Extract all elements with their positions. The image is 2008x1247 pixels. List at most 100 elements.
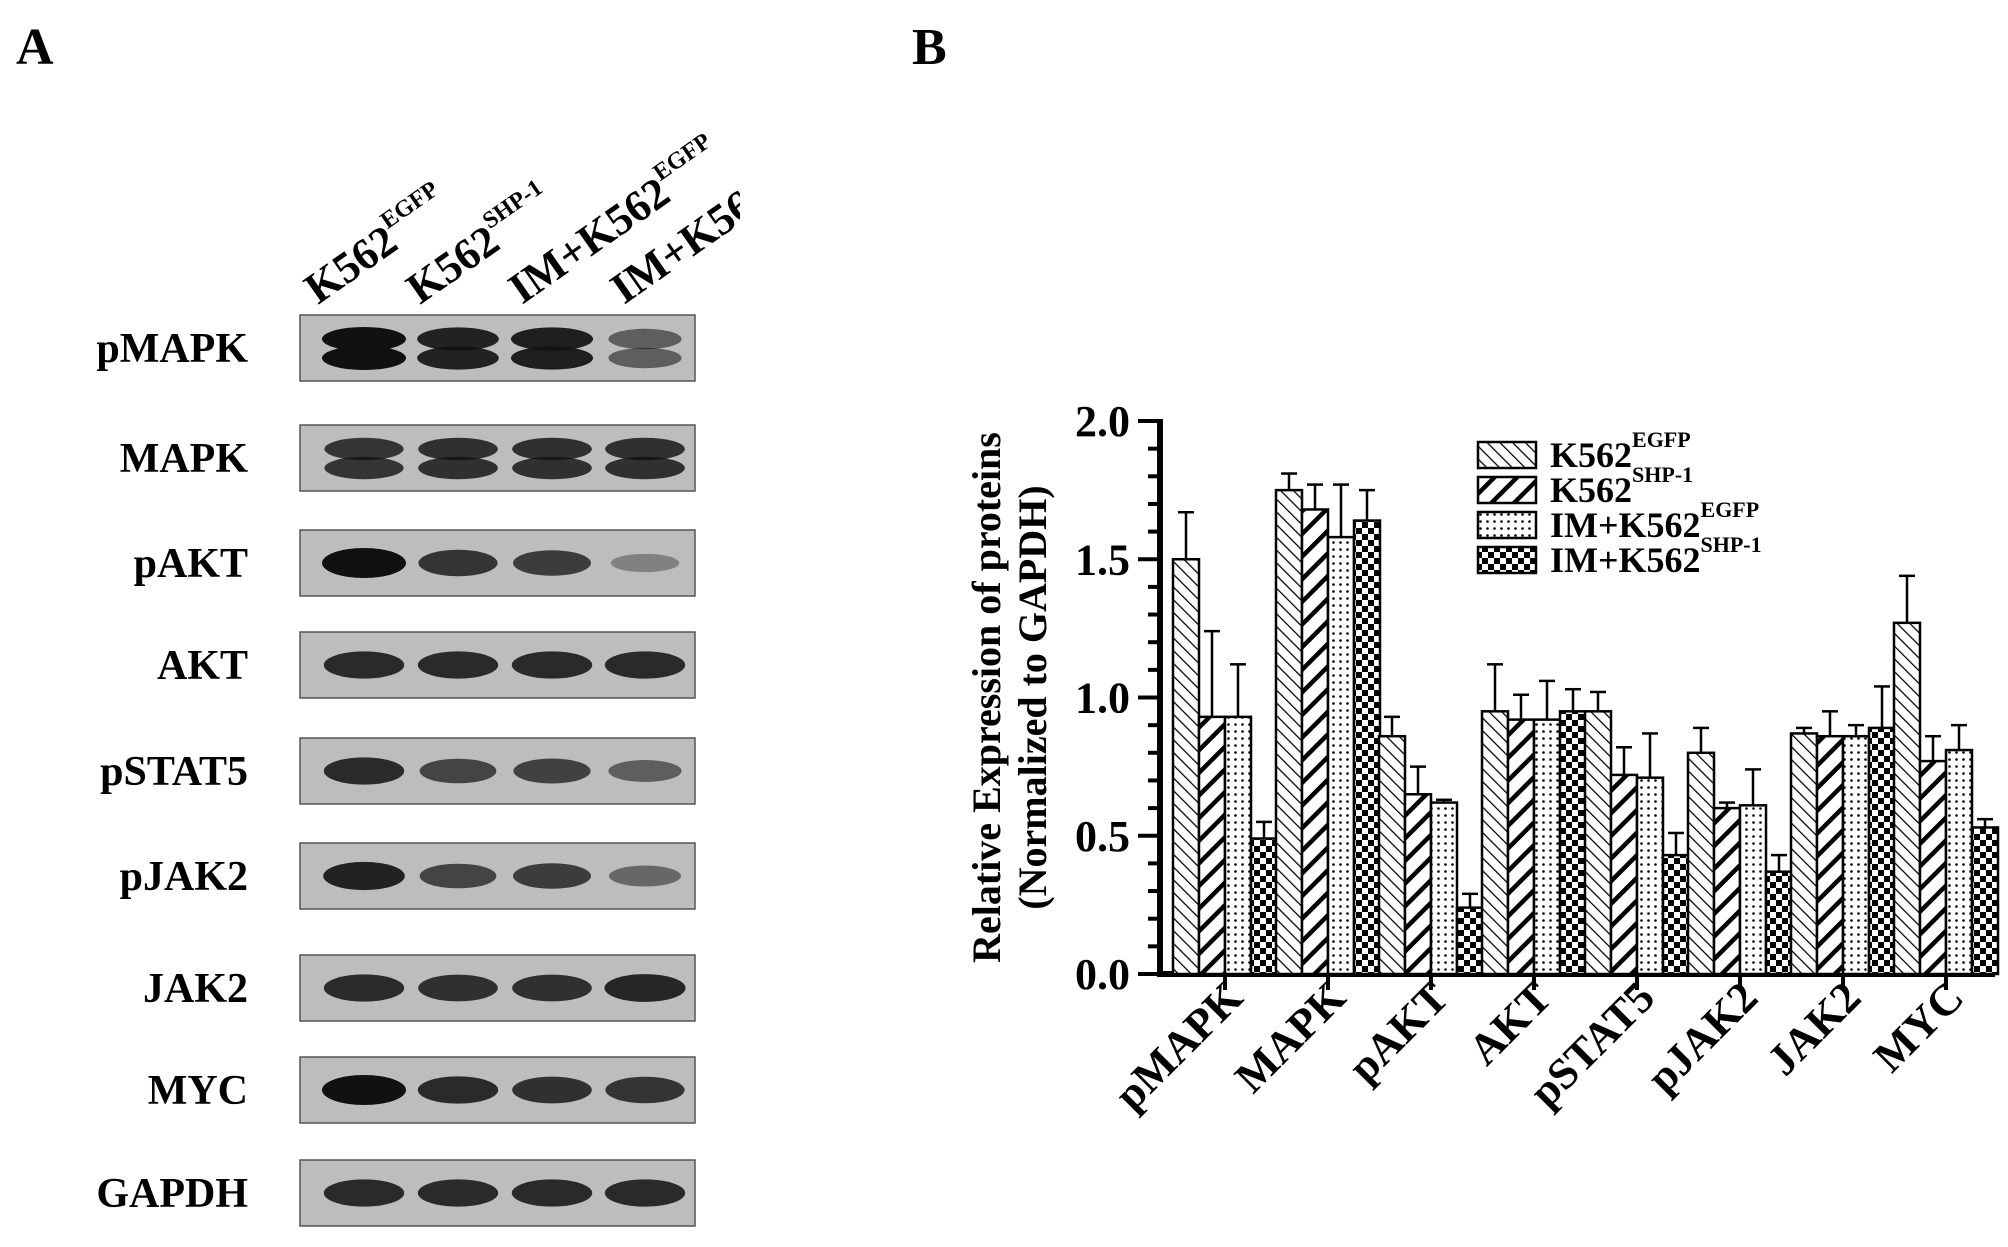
x-tick-label: pAKT	[1339, 972, 1458, 1091]
blot-band	[324, 456, 404, 480]
bar	[1223, 715, 1253, 976]
blot-band	[323, 757, 405, 785]
bar	[1635, 776, 1665, 976]
y-tick-label: 1.0	[1075, 674, 1130, 723]
bar	[1841, 734, 1871, 976]
blot-band	[513, 550, 591, 576]
blot-row-label: JAK2	[143, 966, 248, 1012]
blot-band	[417, 346, 499, 370]
x-tick-label: JAK2	[1758, 972, 1870, 1084]
bar	[1558, 710, 1588, 976]
blot-band	[610, 553, 680, 573]
bar	[1944, 748, 1974, 976]
blot-band	[513, 863, 591, 889]
blot-band	[609, 865, 681, 887]
bar	[1403, 793, 1433, 976]
blot-band	[322, 1075, 406, 1105]
blot-band	[511, 1179, 593, 1207]
blot-band	[418, 549, 498, 577]
bar	[1429, 801, 1459, 976]
bar	[1789, 732, 1819, 976]
blot-band	[605, 437, 685, 461]
blot-row: JAK2	[143, 954, 696, 1022]
blot-row: MYC	[148, 1056, 696, 1124]
blot-band	[605, 456, 685, 480]
blot-band	[322, 548, 406, 578]
blot-band	[608, 328, 682, 350]
blot-row-label: pMAPK	[96, 326, 248, 372]
blot-band	[322, 327, 406, 351]
blot-band	[512, 437, 592, 461]
bar	[1480, 710, 1510, 976]
blot-row: pJAK2	[120, 842, 696, 910]
bar	[1918, 759, 1948, 976]
bar	[1274, 488, 1304, 976]
bar	[1712, 806, 1742, 976]
blot-band	[418, 974, 498, 1002]
x-tick-label: pJAK2	[1637, 972, 1767, 1102]
bar	[1249, 837, 1279, 976]
y-tick-label: 2.0	[1075, 397, 1130, 446]
blot-row-label: MYC	[148, 1068, 248, 1114]
blot-row: pSTAT5	[100, 737, 696, 805]
blot-band	[417, 651, 499, 679]
blot-band	[604, 651, 686, 679]
western-blot-panel: K562EGFPK562SHP-1IM+K562EGFPIM+K562SHP-1…	[96, 128, 740, 1227]
blot-band	[323, 861, 405, 891]
blot-band	[608, 760, 682, 782]
legend-swatch	[1476, 475, 1538, 505]
blot-band	[511, 651, 593, 679]
blot-band	[322, 346, 406, 370]
blot-row: GAPDH	[96, 1159, 696, 1227]
blot-row-label: pJAK2	[120, 854, 248, 900]
x-tick-label: MAPK	[1225, 972, 1355, 1102]
blot-band	[608, 347, 682, 369]
y-axis-label: Relative Expression of proteins	[964, 432, 1009, 963]
legend-swatch	[1476, 440, 1538, 470]
bar	[1532, 718, 1562, 976]
blot-row-label: pAKT	[134, 541, 248, 587]
legend-swatch	[1476, 510, 1538, 540]
blot-band	[417, 1076, 499, 1104]
bar	[1506, 718, 1536, 976]
legend-label: IM+K562SHP-1	[1550, 532, 1762, 580]
bar	[1377, 734, 1407, 976]
bar	[1300, 508, 1330, 976]
bar	[1661, 853, 1691, 976]
y-tick-label: 0.0	[1075, 950, 1130, 999]
y-tick-label: 1.5	[1075, 535, 1130, 584]
blot-row: pMAPK	[96, 314, 696, 382]
blot-row-label: pSTAT5	[100, 749, 248, 795]
bar	[1197, 715, 1227, 976]
legend-swatch	[1476, 545, 1538, 575]
blot-band	[419, 758, 497, 784]
bar	[1352, 519, 1382, 976]
bar	[1867, 726, 1897, 976]
y-axis-label-2: (Normalized to GAPDH)	[1010, 485, 1055, 909]
blot-band	[605, 1076, 685, 1104]
blot-band	[323, 651, 405, 679]
blot-row: MAPK	[120, 424, 696, 492]
blot-band	[419, 863, 497, 889]
bar	[1455, 906, 1485, 976]
bar	[1764, 870, 1794, 976]
blot-band	[510, 327, 594, 351]
blot-row: pAKT	[134, 529, 696, 597]
blot-band	[417, 327, 499, 351]
bar-chart: 0.0 0.5 1.0 1.5 2.0 Relative Expression of pr…	[964, 397, 2000, 1119]
blot-band	[513, 758, 591, 784]
blot-row-label: GAPDH	[96, 1171, 248, 1217]
blot-row: AKT	[157, 631, 696, 699]
blot-band	[512, 1076, 592, 1104]
legend-label: K562SHP-1	[1550, 462, 1693, 510]
panel-b-label: B	[912, 19, 947, 76]
bar	[1970, 826, 2000, 976]
blot-row-label: MAPK	[120, 436, 249, 482]
legend-label: IM+K562EGFP	[1550, 497, 1759, 545]
bar	[1326, 535, 1356, 976]
bar	[1171, 558, 1201, 976]
panel-a-label: A	[16, 19, 54, 76]
blot-band	[604, 974, 686, 1002]
bar	[1609, 773, 1639, 976]
bar	[1815, 734, 1845, 976]
